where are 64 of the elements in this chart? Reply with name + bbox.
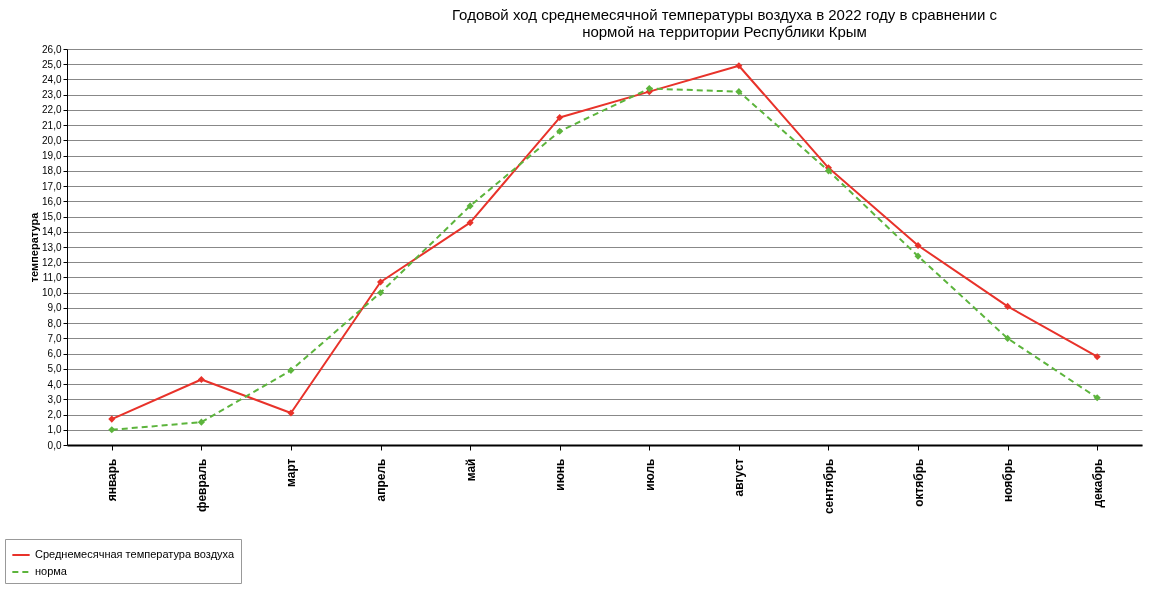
x-tick-label: июнь [553,458,568,491]
y-tick-label: 26,0 [42,43,62,55]
text: Годовой ход среднемесячной температуры воздуха в 2022 году в сравнении с [451,6,998,23]
y-tick-label: 12,0 [42,256,62,268]
point [735,88,743,96]
point [377,278,385,286]
x-tick-label: ноябрь [1001,458,1016,503]
y-tick-label: 2,0 [47,409,62,421]
point [1093,394,1101,402]
y-tick-label: 18,0 [42,165,62,177]
y-tick-label: 17,0 [42,180,62,192]
point [914,241,922,250]
point [377,289,385,297]
y-tick-label: 19,0 [42,150,62,162]
y-tick-label: 0,0 [47,439,62,451]
x-tick-label: декабрь [1090,458,1105,508]
y-tick-label: 4,0 [47,378,62,390]
y-axis-title: температура [28,211,41,283]
y-tick-label: 10,0 [42,287,62,299]
y-tick-label: 25,0 [42,58,62,70]
point [108,415,116,423]
y-tick-label: 8,0 [47,317,62,329]
x-tick-label: апрель [374,458,389,502]
y-tick-label: 1,0 [47,424,62,436]
x-tick-label: март [284,458,299,487]
y-tick-label: 14,0 [42,226,62,238]
y-tick-label: 6,0 [47,348,62,360]
x-tick-label: сентябрь [821,458,836,515]
y-tick-label: 22,0 [42,104,62,116]
point [466,219,474,227]
point [466,202,474,210]
text: нормой на территории Республики Крым [582,23,867,40]
point [197,418,205,426]
y-tick-label: 20,0 [42,134,62,146]
point [914,252,922,260]
point [556,114,564,122]
point [108,426,116,434]
y-tick-label: 11,0 [42,271,62,283]
point [1093,353,1101,361]
x-tick-label: январь [105,458,120,502]
y-tick-label: 15,0 [42,211,62,223]
x-tick-label: октябрь [911,458,926,507]
point [1004,302,1012,310]
x-tick-label: июль [642,458,657,491]
y-tick-label: 24,0 [42,73,62,85]
point [735,62,743,70]
y-tick-label: 7,0 [47,332,62,344]
x-tick-label: август [732,458,747,497]
point [197,375,205,384]
y-tick-label: 9,0 [47,302,62,314]
y-tick-label: 16,0 [42,195,62,207]
point [1004,334,1012,342]
y-tick-label: 5,0 [47,363,62,375]
point [556,127,564,135]
y-tick-label: 21,0 [42,119,62,131]
x-tick-label: февраль [194,458,209,512]
legend-label: норма [35,565,68,577]
x-tick-label: май [463,458,478,482]
y-tick-label: 23,0 [42,89,62,101]
point [287,409,295,417]
y-tick-label: 3,0 [47,393,62,405]
point [287,366,295,374]
y-tick-label: 13,0 [42,241,62,253]
legend-label: Среднемесячная температура воздуха [35,548,235,560]
